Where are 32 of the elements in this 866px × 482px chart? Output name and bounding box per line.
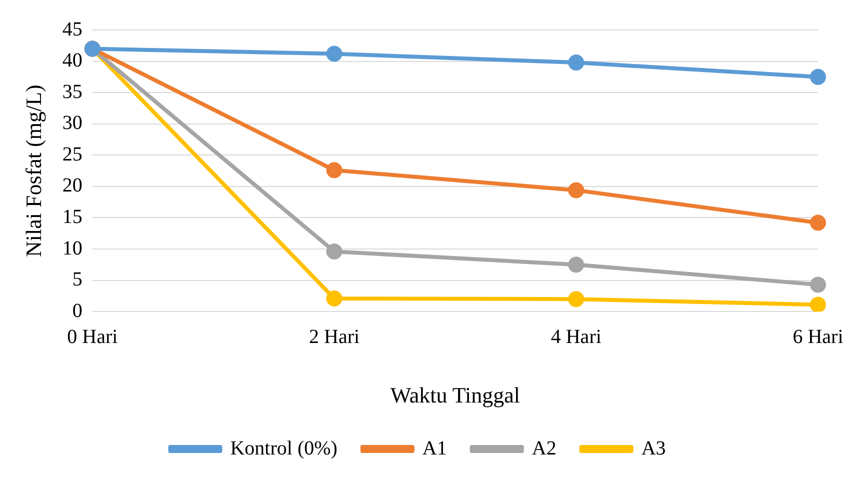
y-tick-label: 35 — [62, 80, 82, 103]
point — [810, 68, 826, 85]
x-axis-title: Waktu Tinggal — [390, 382, 520, 408]
point — [568, 291, 584, 308]
legend-label: A2 — [532, 437, 556, 460]
y-tick-label: 5 — [72, 268, 82, 291]
y-tick-label: 45 — [62, 18, 82, 40]
x-tick-label: 2 Hari — [308, 326, 360, 348]
y-tick-label: 15 — [62, 206, 82, 228]
point — [810, 214, 826, 231]
point — [568, 256, 584, 273]
y-tick-label: 25 — [62, 143, 82, 166]
point — [326, 290, 342, 306]
point — [568, 182, 584, 198]
legend-label: A1 — [422, 437, 447, 460]
y-axis-title: Nilai Fosfat (mg/L) — [20, 84, 46, 257]
point — [568, 54, 584, 71]
x-tick-label: 0 Hari — [67, 326, 118, 348]
legend-label: A3 — [641, 437, 666, 460]
x-tick-label: 6 Hari — [792, 326, 844, 348]
y-tick-label: 30 — [62, 112, 82, 134]
y-tick-label: 10 — [62, 237, 82, 260]
x-tick-label: 4 Hari — [550, 326, 602, 348]
point — [810, 276, 826, 293]
y-tick-label: 40 — [62, 50, 82, 72]
point — [326, 244, 342, 260]
point — [810, 296, 826, 312]
y-tick-label: 20 — [62, 174, 82, 197]
y-tick-label: 0 — [72, 300, 82, 322]
point — [326, 46, 342, 62]
point — [326, 162, 342, 178]
legend-label: Kontrol (0%) — [230, 437, 338, 460]
